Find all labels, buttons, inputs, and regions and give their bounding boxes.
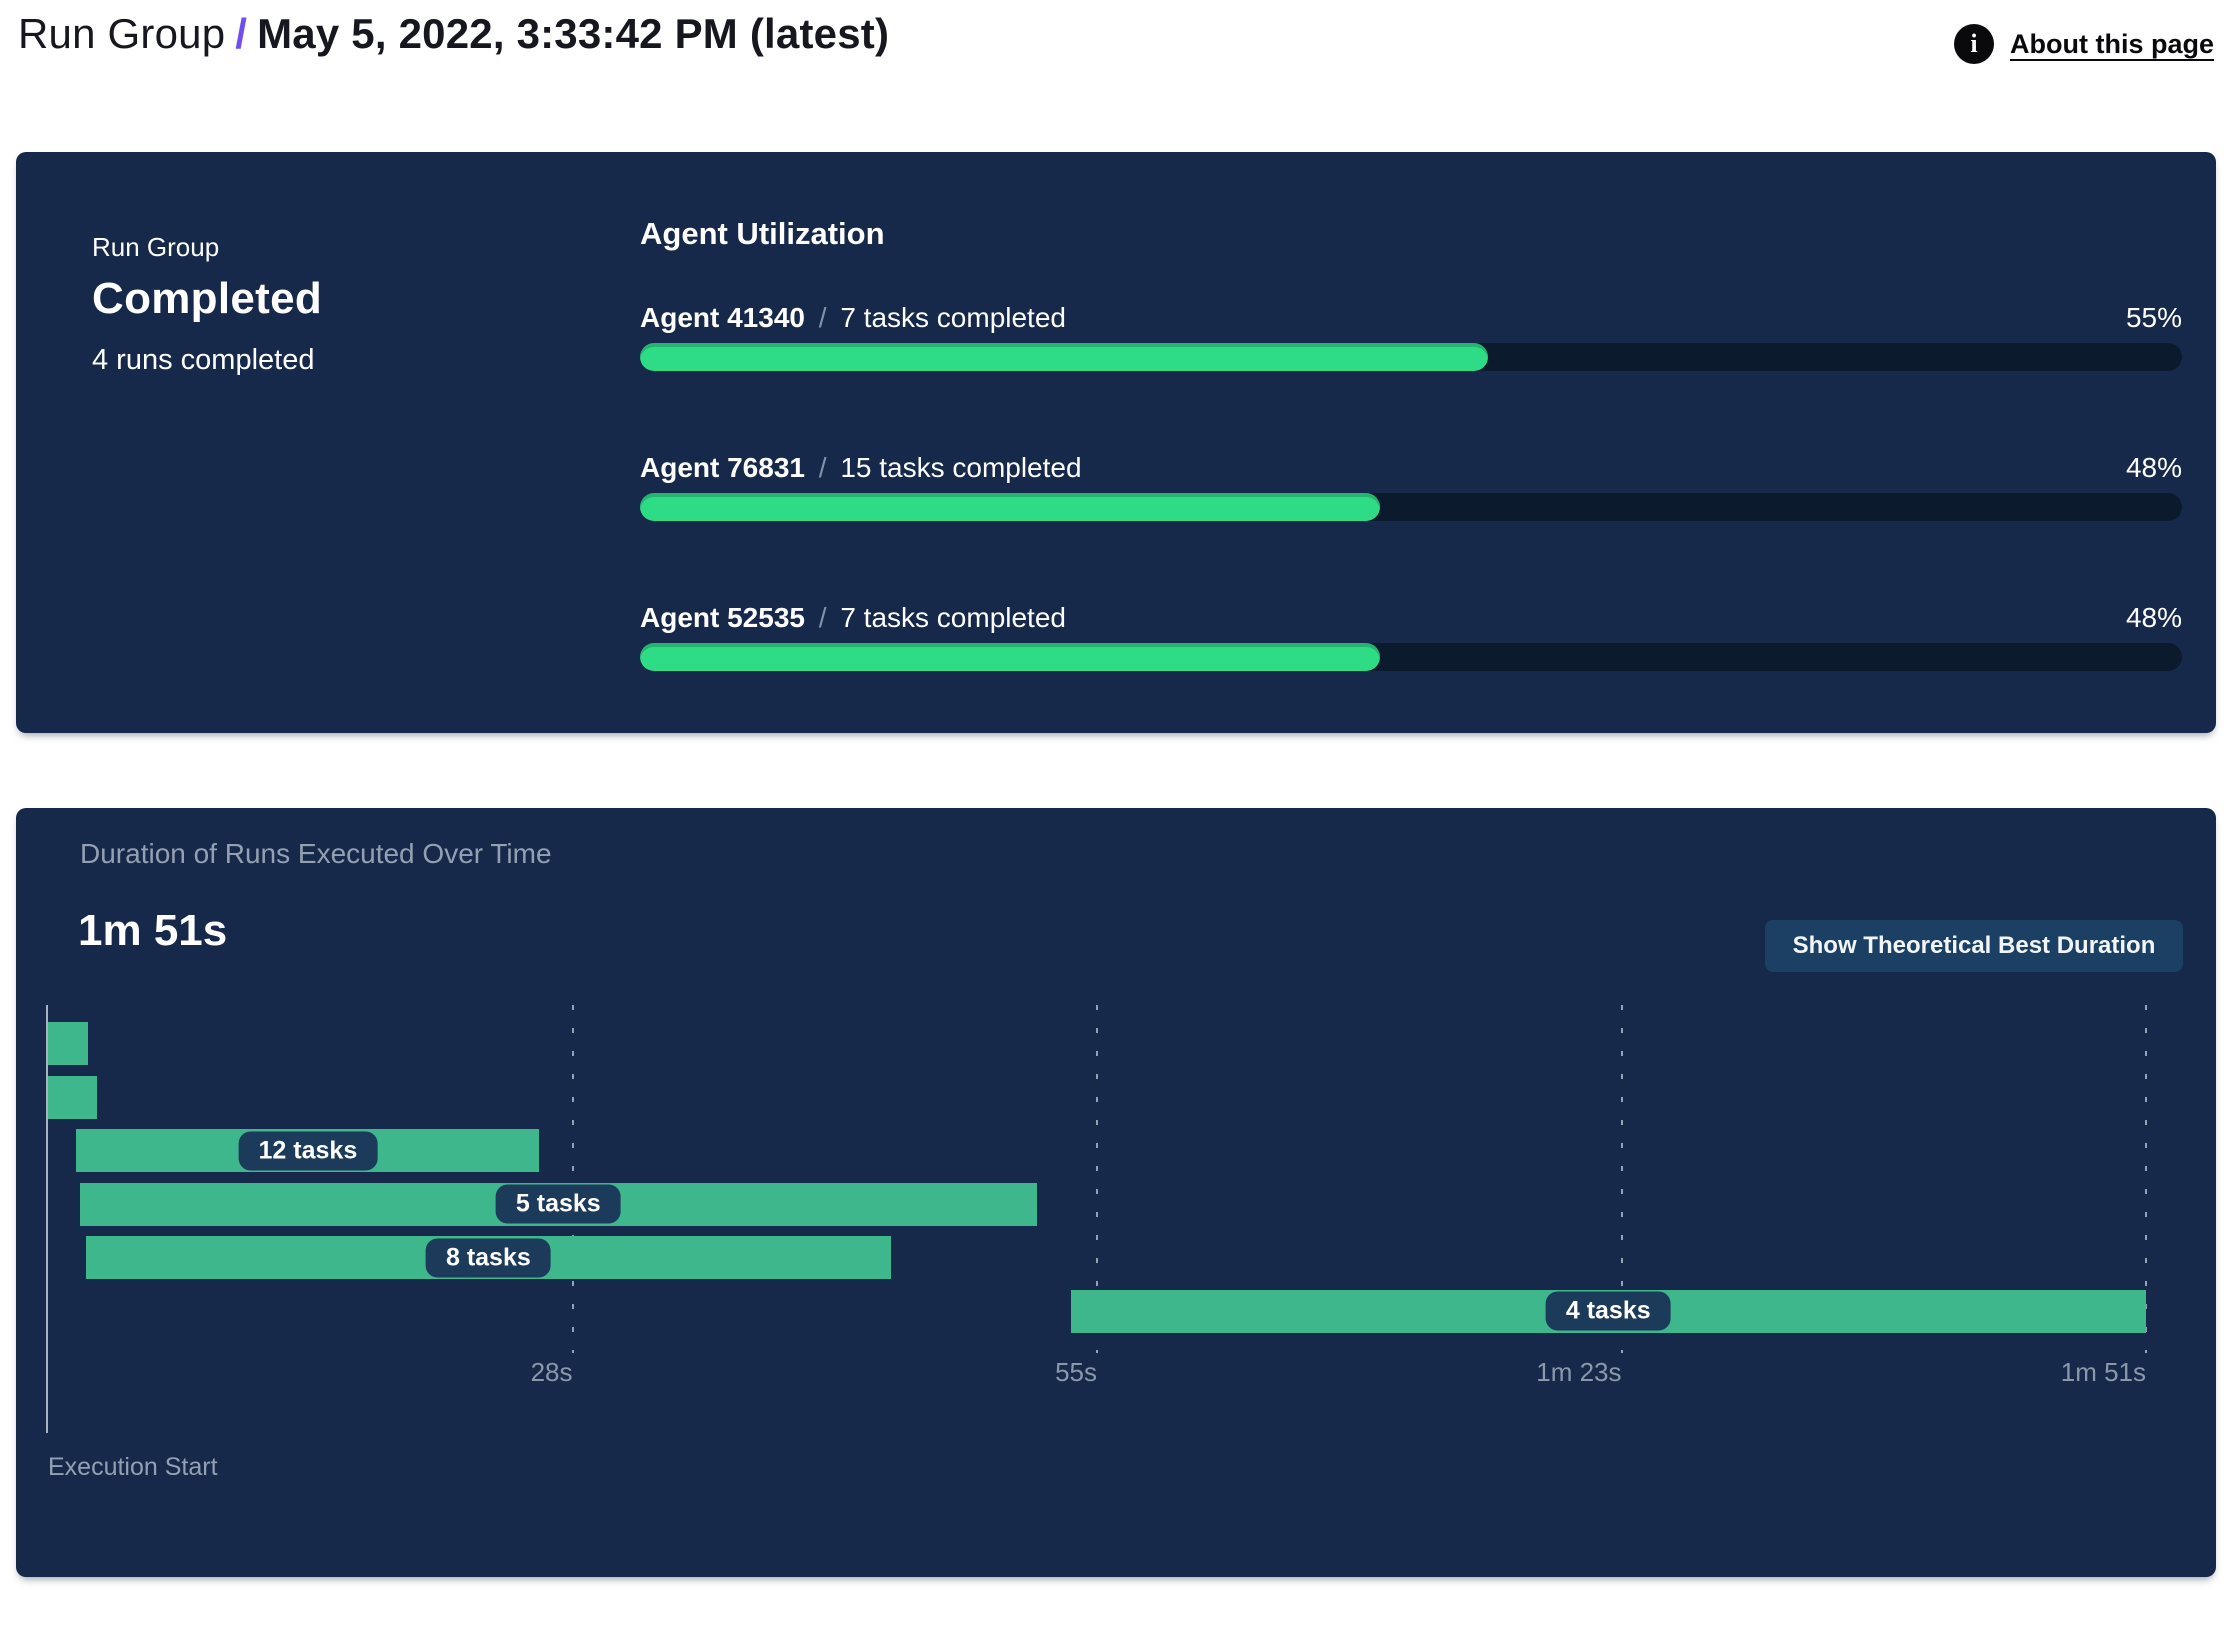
utilization-bar-fill: [640, 343, 1489, 371]
show-theoretical-best-duration-button[interactable]: Show Theoretical Best Duration: [1765, 920, 2183, 972]
time-tick-label: 28s: [530, 1357, 573, 1387]
run-timestamp-title: May 5, 2022, 3:33:42 PM (latest): [257, 10, 890, 57]
time-gridline: [571, 1005, 574, 1353]
execution-start-label: Execution Start: [48, 1453, 218, 1481]
run-duration-bar[interactable]: 12 tasks: [76, 1129, 540, 1172]
agent-label-separator: /: [810, 452, 835, 483]
runs-completed-summary: 4 runs completed: [92, 344, 315, 376]
run-duration-bar[interactable]: 4 tasks: [1070, 1289, 2146, 1333]
agent-name: Agent 76831: [640, 452, 805, 483]
utilization-bar-fill: [640, 493, 1381, 521]
utilization-bar-fill: [640, 643, 1381, 671]
agent-label-separator: /: [810, 602, 835, 633]
agent-tasks-completed: 7 tasks completed: [840, 302, 1066, 333]
time-tick-label: 1m 23s: [1536, 1357, 1622, 1387]
agent-label-separator: /: [810, 302, 835, 333]
execution-start-axis-line: [46, 1005, 48, 1433]
info-icon[interactable]: i: [1954, 24, 1994, 64]
run-duration-bar[interactable]: 5 tasks: [80, 1182, 1037, 1226]
time-tick-label: 1m 51s: [2060, 1357, 2146, 1387]
utilization-bar-track: [640, 343, 2182, 371]
agent-utilization-heading: Agent Utilization: [640, 216, 885, 251]
task-count-pill: 4 tasks: [1545, 1291, 1671, 1331]
time-gridline: [1096, 1005, 1098, 1353]
time-gridline: [2145, 1005, 2147, 1353]
run-duration-gantt-chart: 28s 55s 1m 23s 1m 51s 12 tasks 5 tasks 8 tasks…: [48, 1005, 2147, 1435]
total-duration-value: 1m 51s: [78, 906, 228, 955]
agent-tasks-completed: 7 tasks completed: [840, 602, 1066, 633]
page-header: Run Group / May 5, 2022, 3:33:42 PM (lates…: [18, 10, 2222, 80]
run-duration-bar[interactable]: [48, 1075, 98, 1119]
agent-utilization-section: Agent Utilization Agent 41340 / 7 tasks …: [640, 152, 2182, 733]
about-this-page-link[interactable]: i About this page: [1954, 24, 2214, 64]
agent-name: Agent 52535: [640, 602, 805, 633]
task-count-pill: 8 tasks: [425, 1238, 551, 1277]
run-duration-bar[interactable]: 8 tasks: [85, 1236, 891, 1279]
agent-utilization-row: Agent 52535 / 7 tasks completed 48%: [640, 602, 2182, 692]
status-value: Completed: [92, 274, 323, 323]
run-duration-bar[interactable]: [48, 1022, 88, 1065]
duration-chart-panel: Duration of Runs Executed Over Time 1m 5…: [16, 808, 2216, 1577]
status-panel-label: Run Group: [92, 232, 220, 262]
breadcrumb-separator: /: [235, 10, 248, 57]
task-count-pill: 5 tasks: [495, 1184, 621, 1224]
run-group-status-panel: Run Group Completed 4 runs completed Age…: [16, 152, 2216, 733]
agent-utilization-row: Agent 76831 / 15 tasks completed 48%: [640, 452, 2182, 542]
page-title: Run Group / May 5, 2022, 3:33:42 PM (lates…: [18, 10, 2222, 58]
run-group-status-column: Run Group Completed 4 runs completed: [92, 152, 572, 733]
about-link-label[interactable]: About this page: [2010, 28, 2214, 59]
agent-label: Agent 76831 / 15 tasks completed: [640, 452, 1082, 484]
agent-label: Agent 41340 / 7 tasks completed: [640, 302, 1066, 334]
agent-name: Agent 41340: [640, 302, 805, 333]
time-gridline: [1620, 1005, 1623, 1353]
chart-title: Duration of Runs Executed Over Time: [80, 838, 552, 869]
agent-utilization-percent: 55%: [2125, 302, 2182, 333]
agent-utilization-row: Agent 41340 / 7 tasks completed 55%: [640, 302, 2182, 392]
agent-utilization-percent: 48%: [2125, 602, 2182, 633]
time-tick-label: 55s: [1055, 1357, 1097, 1387]
agent-tasks-completed: 15 tasks completed: [840, 452, 1082, 483]
utilization-bar-track: [640, 643, 2182, 671]
agent-label: Agent 52535 / 7 tasks completed: [640, 602, 1066, 634]
task-count-pill: 12 tasks: [238, 1131, 378, 1170]
utilization-bar-track: [640, 493, 2182, 521]
agent-utilization-percent: 48%: [2125, 452, 2182, 483]
breadcrumb-run-group: Run Group: [18, 10, 226, 57]
